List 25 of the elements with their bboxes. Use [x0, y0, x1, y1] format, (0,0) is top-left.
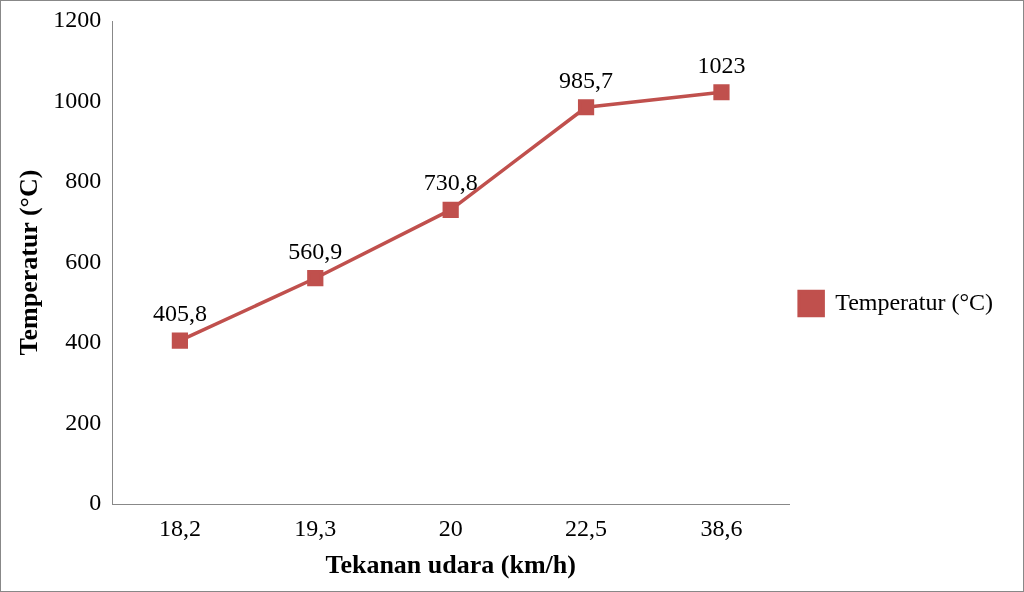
x-tick-label: 18,2 [158, 514, 201, 541]
data-label: 985,7 [559, 66, 614, 93]
point [171, 332, 189, 349]
y-axis-title: Temperatur (°C) [14, 169, 44, 356]
data-label: 730,8 [423, 169, 478, 196]
x-tick-label: 19,3 [294, 514, 337, 541]
x-axis-title: Tekanan udara (km/h) [325, 550, 576, 580]
legend-label: Temperatur (°C) [835, 288, 994, 315]
y-tick-label: 1000 [53, 86, 102, 113]
data-label: 405,8 [152, 299, 207, 326]
y-tick-label: 400 [65, 328, 102, 355]
point [307, 270, 324, 287]
y-tick-label: 600 [65, 247, 102, 274]
y-tick-label: 200 [65, 408, 102, 435]
x-tick-label: 20 [438, 514, 463, 541]
y-tick-label: 800 [65, 167, 102, 194]
x-tick-label: 38,6 [700, 514, 743, 541]
data-label: 560,9 [288, 237, 343, 264]
point [713, 84, 730, 101]
y-tick-label: 0 [89, 489, 102, 516]
data-label: 1023 [697, 51, 746, 78]
y-tick-label: 1200 [53, 6, 102, 33]
x-tick-label: 22,5 [565, 514, 608, 541]
point [577, 99, 595, 116]
point [442, 201, 459, 218]
